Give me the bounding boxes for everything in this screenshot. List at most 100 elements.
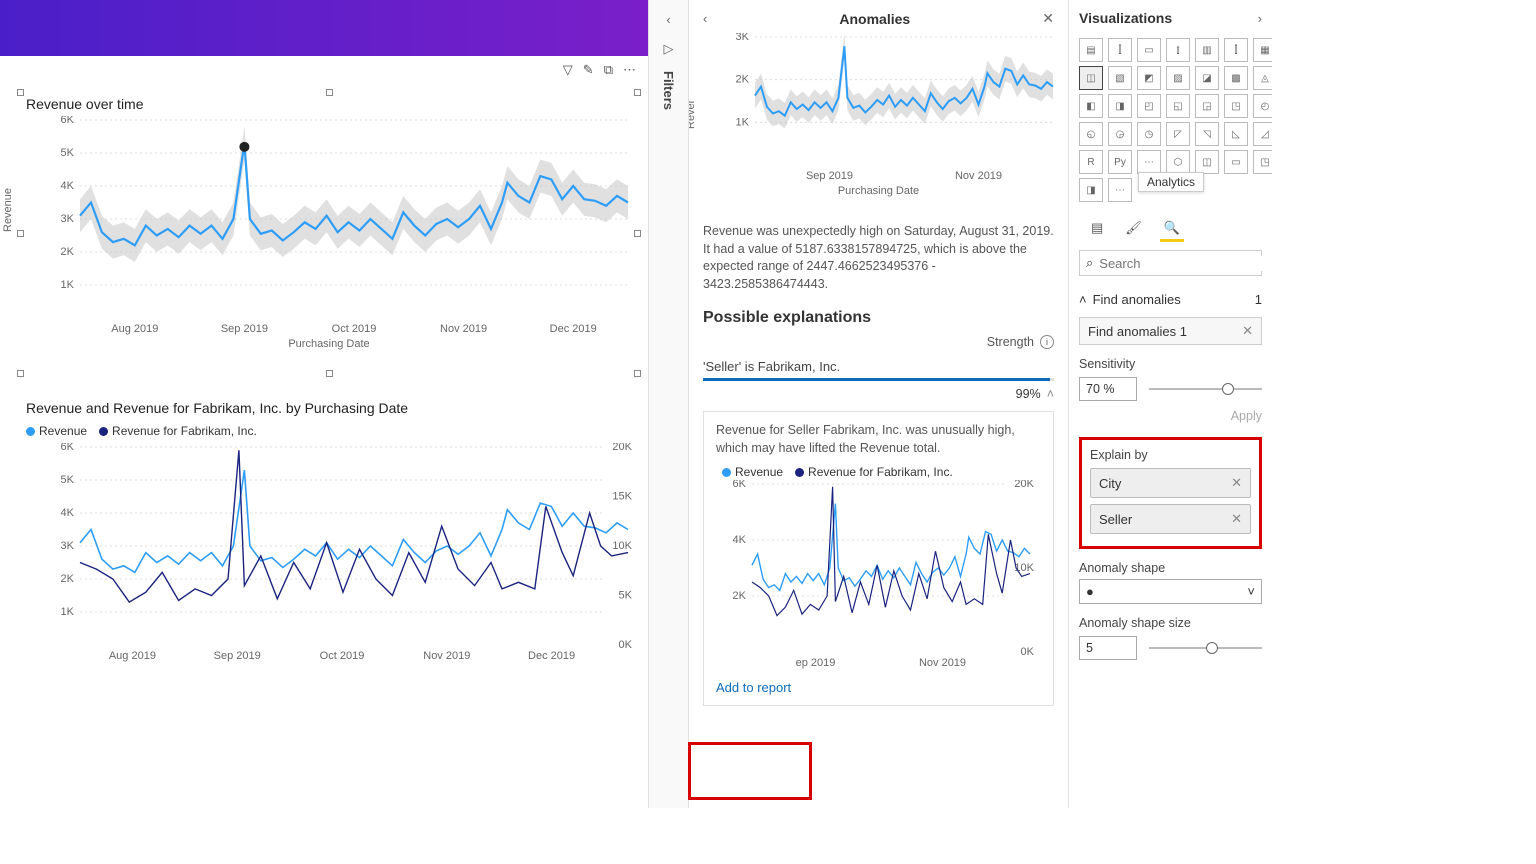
viz-type-icon[interactable]: ◵ [1079, 122, 1103, 146]
explain-tag[interactable]: Seller✕ [1090, 504, 1251, 534]
anomaly-shape-select[interactable]: ● ˅ [1079, 579, 1262, 604]
anomalies-close-icon[interactable]: ✕ [1042, 10, 1054, 27]
viz-type-icon[interactable]: ▭ [1137, 38, 1161, 62]
viz-type-icon[interactable]: ◹ [1195, 122, 1219, 146]
viz-type-icon[interactable]: ◰ [1137, 94, 1161, 118]
explanation-card-text: Revenue for Seller Fabrikam, Inc. was un… [716, 422, 1041, 457]
export-icon[interactable]: ⧉ [604, 62, 613, 78]
viz-type-icon[interactable]: ▩ [1224, 66, 1248, 90]
strength-bar [703, 378, 1054, 381]
viz-type-icon[interactable]: R [1079, 150, 1103, 174]
tag-remove-icon[interactable]: ✕ [1231, 475, 1242, 491]
viz-type-icon[interactable]: ◬ [1253, 66, 1272, 90]
anomalies-collapse-icon[interactable]: ‹ [703, 11, 707, 26]
svg-text:Nov 2019: Nov 2019 [955, 170, 1002, 182]
filter-icon[interactable]: ▽ [563, 62, 573, 78]
svg-text:Nov 2019: Nov 2019 [440, 323, 487, 335]
explanation-card: Revenue for Seller Fabrikam, Inc. was un… [703, 411, 1054, 706]
anomaly-shape-label: Anomaly shape [1079, 561, 1262, 575]
find-anomalies-item[interactable]: Find anomalies 1 ✕ [1079, 317, 1262, 345]
header-purple-strip [0, 0, 648, 56]
svg-text:10K: 10K [612, 540, 632, 552]
viz-type-icon[interactable]: ◸ [1166, 122, 1190, 146]
viz-type-icon[interactable]: ◳ [1224, 94, 1248, 118]
collapse-filters-icon[interactable]: ‹ [666, 12, 670, 27]
svg-text:4K: 4K [61, 507, 75, 519]
viz-type-icon[interactable]: ⋯ [1137, 150, 1161, 174]
viz-type-icon[interactable]: ⋯ [1108, 178, 1132, 202]
viz-type-icon[interactable]: ◺ [1224, 122, 1248, 146]
apply-button[interactable]: Apply [1231, 409, 1262, 423]
viz-search-box[interactable]: ⌕ [1079, 250, 1262, 276]
viz-type-icon[interactable]: ▧ [1108, 66, 1132, 90]
svg-text:Sep 2019: Sep 2019 [221, 323, 268, 335]
svg-text:4K: 4K [61, 180, 75, 192]
viz-type-icon[interactable]: ◱ [1166, 94, 1190, 118]
viz-type-icon[interactable]: ⫿ [1108, 38, 1132, 62]
svg-text:20K: 20K [1014, 480, 1034, 490]
viz-type-icon[interactable]: ◴ [1253, 94, 1272, 118]
chevron-down-icon: ˄ [1079, 292, 1087, 307]
add-to-report-link[interactable]: Add to report [716, 670, 791, 705]
svg-text:Nov 2019: Nov 2019 [423, 650, 470, 662]
viz-type-icon[interactable]: ▤ [1079, 38, 1103, 62]
viz-type-icon[interactable]: ⬡ [1166, 150, 1190, 174]
svg-text:4K: 4K [733, 534, 747, 546]
svg-text:20K: 20K [612, 443, 632, 453]
viz-type-icon[interactable]: ◪ [1195, 66, 1219, 90]
svg-text:5K: 5K [619, 589, 633, 601]
svg-text:1K: 1K [736, 116, 750, 128]
mini-x-label: Purchasing Date [703, 185, 1054, 197]
viz-type-icon[interactable]: ◲ [1195, 94, 1219, 118]
viz-type-icon[interactable]: ◧ [1079, 94, 1103, 118]
anom-item-name: Find anomalies 1 [1088, 324, 1187, 339]
svg-text:15K: 15K [612, 490, 632, 502]
format-tab-icon[interactable]: 🖌 [1125, 220, 1142, 236]
sensitivity-input[interactable]: 70 % [1079, 377, 1137, 401]
analytics-tab-icon[interactable]: 🔍 [1164, 220, 1180, 236]
viz-type-icon[interactable]: ◿ [1253, 122, 1272, 146]
tag-remove-icon[interactable]: ✕ [1231, 511, 1242, 527]
filters-funnel-icon[interactable]: ▷ [664, 41, 674, 57]
more-icon[interactable]: ⋯ [623, 62, 636, 78]
viz-type-icon[interactable]: ◨ [1079, 178, 1103, 202]
anom-item-remove-icon[interactable]: ✕ [1242, 323, 1253, 339]
viz-type-icon[interactable]: ▨ [1166, 66, 1190, 90]
focus-mode-icon[interactable]: ✎ [583, 62, 594, 78]
svg-text:3K: 3K [61, 213, 75, 225]
strength-chevron-icon[interactable]: ˄ [1047, 387, 1054, 401]
viz-type-icon[interactable]: Py [1108, 150, 1132, 174]
viz-type-icon[interactable]: ▥ [1195, 38, 1219, 62]
fields-tab-icon[interactable]: ▤ [1091, 220, 1103, 236]
shape-size-slider[interactable] [1149, 647, 1262, 649]
viz-type-icon[interactable]: ◷ [1137, 122, 1161, 146]
viz-type-icon[interactable]: ⫾ [1166, 38, 1190, 62]
svg-text:5K: 5K [61, 474, 75, 486]
filters-label[interactable]: Filters [661, 71, 676, 110]
viz-type-icon[interactable]: ◨ [1108, 94, 1132, 118]
chart-revenue-fabrikam[interactable]: Revenue and Revenue for Fabrikam, Inc. b… [20, 396, 638, 746]
viz-type-icon[interactable]: ◶ [1108, 122, 1132, 146]
viz-expand-icon[interactable]: › [1258, 11, 1262, 26]
sensitivity-slider[interactable] [1149, 388, 1262, 390]
svg-text:0K: 0K [619, 639, 633, 651]
viz-type-icon[interactable]: ▭ [1224, 150, 1248, 174]
svg-text:5K: 5K [61, 147, 75, 159]
chart-revenue-over-time[interactable]: Revenue over time Revenue 1K2K3K4K5K6KAu… [20, 92, 638, 374]
viz-type-icon[interactable]: ◫ [1079, 66, 1103, 90]
viz-type-icon[interactable]: ◫ [1195, 150, 1219, 174]
svg-text:Nov 2019: Nov 2019 [919, 657, 966, 669]
anomaly-explanation-text: Revenue was unexpectedly high on Saturda… [703, 223, 1054, 293]
viz-type-icon[interactable]: ▦ [1253, 38, 1272, 62]
viz-type-icon[interactable]: ◳ [1253, 150, 1272, 174]
find-anomalies-header[interactable]: ˄ Find anomalies 1 [1079, 292, 1262, 307]
svg-text:ep 2019: ep 2019 [796, 657, 836, 669]
mini-svg: 1K2K3KSep 2019Nov 2019 [719, 33, 1059, 183]
viz-search-input[interactable] [1099, 256, 1272, 271]
strength-info-icon[interactable]: i [1040, 335, 1054, 349]
explain-tag[interactable]: City✕ [1090, 468, 1251, 498]
viz-type-icon[interactable]: ⫿ [1224, 38, 1248, 62]
shape-size-input[interactable]: 5 [1079, 636, 1137, 660]
viz-type-icon[interactable]: ◩ [1137, 66, 1161, 90]
svg-text:6K: 6K [61, 116, 75, 126]
